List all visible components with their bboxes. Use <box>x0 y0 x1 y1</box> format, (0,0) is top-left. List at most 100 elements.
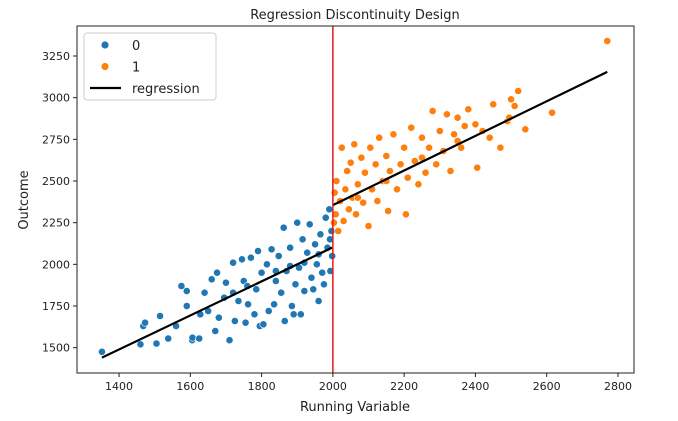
data-point-1 <box>359 198 368 207</box>
data-point-1 <box>514 87 523 95</box>
legend-label: 0 <box>132 39 140 54</box>
data-point-0 <box>318 268 327 277</box>
data-point-1 <box>435 127 444 135</box>
data-point-1 <box>453 113 462 122</box>
data-point-0 <box>230 317 239 325</box>
data-point-1 <box>339 217 348 225</box>
data-point-1 <box>334 227 343 235</box>
data-point-0 <box>177 282 186 290</box>
legend-label: regression <box>132 82 200 97</box>
data-point-0 <box>247 253 255 262</box>
x-tick-label: 2800 <box>604 380 632 393</box>
data-point-0 <box>152 339 161 348</box>
data-point-0 <box>254 247 262 255</box>
data-point-1 <box>507 95 515 104</box>
chart-title: Regression Discontinuity Design <box>250 8 460 23</box>
y-tick-label: 2000 <box>42 258 70 271</box>
x-tick-label: 2600 <box>533 380 561 393</box>
data-point-1 <box>345 205 353 214</box>
data-point-0 <box>195 334 204 343</box>
data-point-0 <box>286 243 295 252</box>
data-point-0 <box>259 320 268 329</box>
x-tick-label: 1600 <box>176 380 204 393</box>
y-tick-label: 3250 <box>42 50 70 63</box>
data-point-1 <box>361 168 369 177</box>
x-tick-label: 2200 <box>390 380 418 393</box>
data-point-1 <box>418 133 426 142</box>
data-point-0 <box>141 318 149 327</box>
data-point-0 <box>98 347 106 356</box>
regression-line-1 <box>332 70 608 207</box>
data-point-0 <box>321 213 330 222</box>
data-point-0 <box>264 307 273 315</box>
data-point-0 <box>244 300 252 309</box>
plot-area: 1400 1600 1800 2000 2200 2400 2600 2800 1500 1750… <box>42 25 635 393</box>
legend-label: 1 <box>132 61 140 76</box>
data-point-1 <box>384 207 393 215</box>
data-point-1 <box>510 102 519 110</box>
data-point-0 <box>241 318 250 327</box>
data-point-1 <box>489 100 498 109</box>
data-point-1 <box>402 210 410 219</box>
data-point-0 <box>293 218 302 227</box>
y-tick-label: 2250 <box>42 217 70 230</box>
data-point-1 <box>382 152 391 160</box>
y-tick-label: 1500 <box>42 342 70 355</box>
x-tick-label: 2000 <box>319 380 347 393</box>
data-point-0 <box>182 302 191 310</box>
data-point-0 <box>225 336 234 345</box>
data-point-1 <box>332 177 341 185</box>
data-point-0 <box>316 230 325 239</box>
data-point-1 <box>457 143 466 152</box>
data-point-1 <box>385 167 394 175</box>
data-point-1 <box>450 130 458 139</box>
data-point-1 <box>364 222 373 230</box>
data-point-0 <box>213 268 221 277</box>
data-point-0 <box>164 334 173 343</box>
data-point-1 <box>496 143 505 152</box>
y-tick-label: 2500 <box>42 175 70 188</box>
data-point-1 <box>471 120 480 129</box>
data-point-0 <box>250 310 259 319</box>
data-point-1 <box>425 143 433 152</box>
data-point-0 <box>305 220 314 229</box>
data-point-1 <box>400 143 409 152</box>
data-point-1 <box>603 37 612 45</box>
data-point-0 <box>307 273 316 282</box>
data-point-1 <box>473 163 482 172</box>
data-point-1 <box>396 160 405 169</box>
data-point-1 <box>393 185 401 194</box>
data-point-0 <box>325 205 334 214</box>
data-point-0 <box>289 310 298 319</box>
data-point-0 <box>298 235 307 244</box>
data-point-0 <box>291 280 300 289</box>
data-point-1 <box>443 110 451 119</box>
data-point-1 <box>357 153 366 162</box>
data-point-0 <box>182 287 191 295</box>
data-point-1 <box>371 160 380 169</box>
data-point-0 <box>156 312 164 320</box>
data-point-0 <box>222 278 230 287</box>
x-tick-label: 1400 <box>105 380 133 393</box>
data-point-0 <box>211 327 220 335</box>
data-point-0 <box>312 260 321 269</box>
data-point-1 <box>421 168 430 177</box>
data-point-1 <box>375 133 384 142</box>
data-point-1 <box>350 140 359 149</box>
data-point-0 <box>270 300 278 309</box>
x-axis-label: Running Variable <box>300 400 410 415</box>
data-point-1 <box>337 143 346 152</box>
data-point-0 <box>234 297 243 305</box>
data-point-1 <box>341 185 350 194</box>
x-tick-label: 2400 <box>461 380 489 393</box>
data-point-1 <box>464 105 473 114</box>
legend-box <box>83 32 217 101</box>
data-point-0 <box>320 280 328 289</box>
y-tick-label: 3000 <box>42 92 70 105</box>
data-point-1 <box>446 167 455 175</box>
data-point-1 <box>432 160 441 169</box>
data-point-0 <box>303 248 312 257</box>
y-tick-label: 2750 <box>42 133 70 146</box>
data-point-0 <box>136 340 145 349</box>
